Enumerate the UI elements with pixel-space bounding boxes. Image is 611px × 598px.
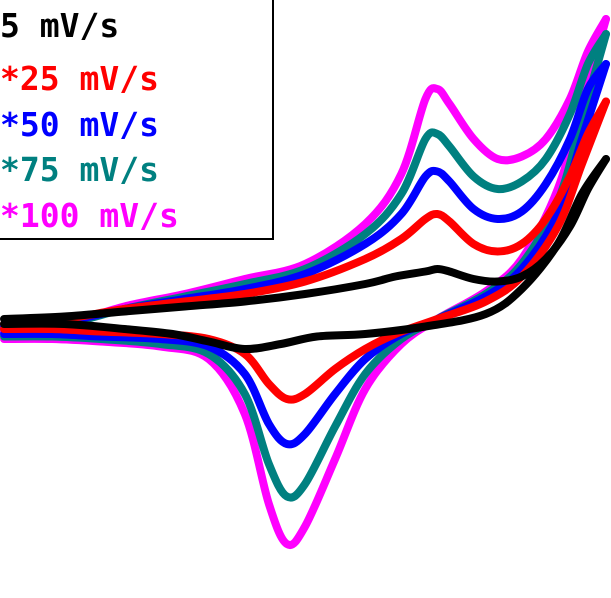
- legend: 5 mV/s *25 mV/s *50 mV/s *75 mV/s *100 m…: [0, 0, 274, 240]
- series-75mvs-reverse-sweep: [0, 30, 610, 502]
- series-5mvs-reverse-sweep: [0, 155, 610, 354]
- legend-entry-5mvs: 5 mV/s: [0, 6, 120, 45]
- legend-entry-50mvs: *50 mV/s: [0, 105, 159, 144]
- legend-entry-75mvs: *75 mV/s: [0, 150, 159, 189]
- series-25mvs-forward-sweep: [0, 97, 610, 328]
- legend-entry-25mvs: *25 mV/s: [0, 59, 159, 98]
- series-50mvs-reverse-sweep: [0, 60, 610, 449]
- legend-entry-100mvs: *100 mV/s: [0, 196, 179, 235]
